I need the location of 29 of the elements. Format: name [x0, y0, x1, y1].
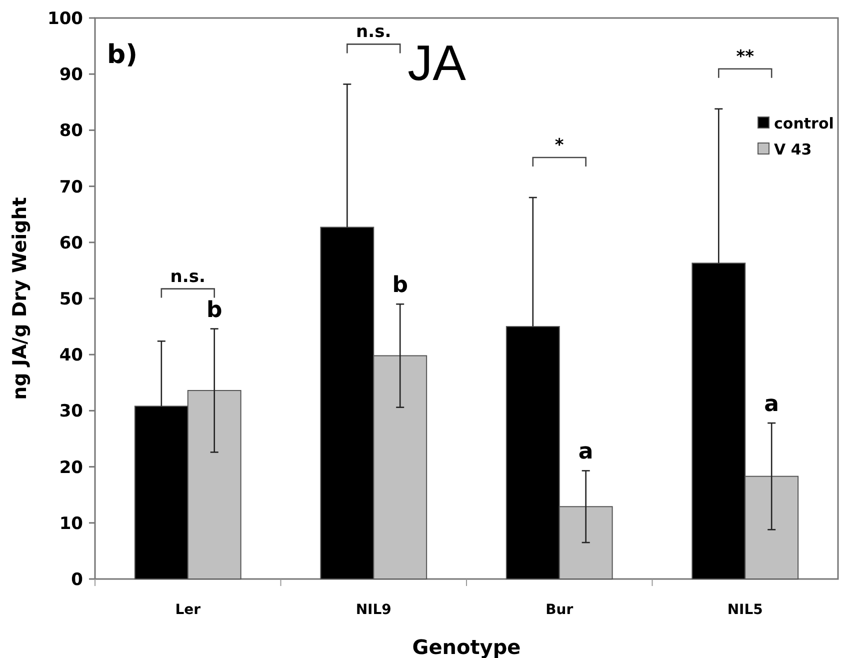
annotation: b)	[107, 40, 138, 70]
y-axis-title: ng JA/g Dry Weight	[9, 197, 31, 400]
annotation: *	[554, 136, 564, 156]
annotation: a	[764, 392, 780, 418]
legend-label: control	[774, 114, 834, 132]
y-tick-label: 10	[59, 514, 84, 534]
annotation: a	[578, 440, 594, 465]
x-tick-label: NIL5	[727, 602, 763, 618]
x-tick-label: Ler	[175, 602, 201, 618]
legend-label: V 43	[774, 140, 812, 158]
y-tick-label: 20	[59, 458, 84, 478]
y-tick-label: 60	[59, 233, 84, 254]
chart-title: JA	[408, 35, 467, 91]
y-tick-label: 70	[59, 177, 84, 198]
y-tick-label: 80	[59, 121, 84, 142]
annotation: n.s.	[170, 266, 206, 287]
y-tick-label: 50	[59, 289, 84, 310]
y-tick-label: 30	[59, 402, 84, 422]
y-tick-label: 0	[71, 570, 84, 590]
y-tick-label: 100	[48, 8, 84, 29]
x-axis-title: Genotype	[412, 635, 521, 658]
x-tick-label: NIL9	[356, 602, 392, 618]
x-tick-label: Bur	[546, 602, 574, 618]
y-tick-label: 90	[59, 65, 84, 86]
annotation: b	[392, 273, 408, 298]
annotation: **	[736, 46, 754, 67]
annotation: b	[206, 298, 222, 323]
y-tick-label: 40	[59, 346, 84, 366]
annotation: n.s.	[356, 22, 392, 42]
